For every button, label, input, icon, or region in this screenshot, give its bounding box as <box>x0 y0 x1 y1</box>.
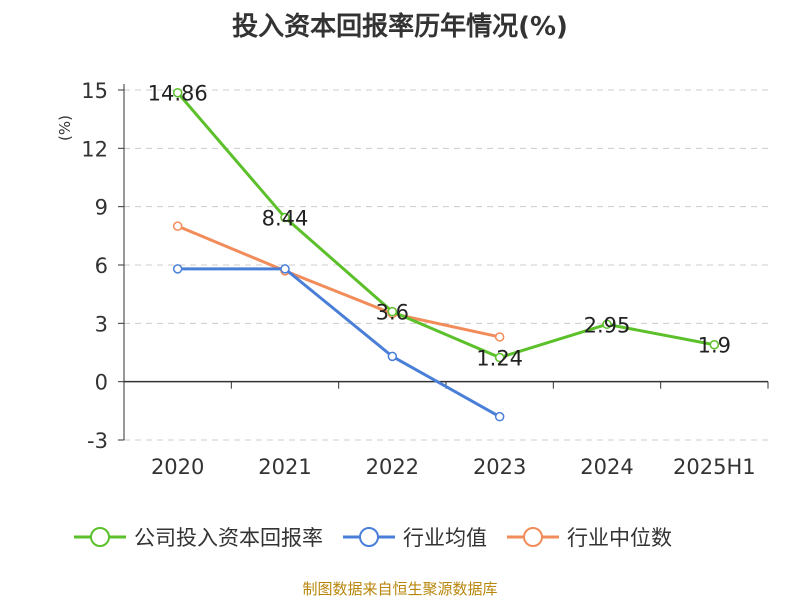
legend-marker <box>359 527 379 547</box>
x-tick-label: 2025H1 <box>673 455 756 479</box>
data-label: 1.9 <box>698 334 731 358</box>
data-label: 14.86 <box>148 82 208 106</box>
data-point <box>280 264 290 274</box>
data-label: 1.24 <box>476 347 523 371</box>
series-line <box>177 267 501 418</box>
data-point <box>172 264 183 274</box>
y-tick-label: -3 <box>87 429 108 453</box>
y-axis-label: (%) <box>56 115 74 141</box>
data-point <box>172 87 183 98</box>
source-note: 制图数据来自恒生聚源数据库 <box>302 580 498 598</box>
data-point <box>387 306 398 317</box>
y-tick-label: 9 <box>95 196 108 220</box>
data-point <box>280 212 290 223</box>
legend-label: 公司投入资本回报率 <box>134 526 323 550</box>
data-label: 8.44 <box>262 207 309 231</box>
legend-marker <box>90 527 110 547</box>
x-tick-label: 2022 <box>366 455 419 479</box>
y-tick-label: 6 <box>95 254 108 278</box>
data-label: 3.6 <box>376 301 409 325</box>
x-tick-label: 2024 <box>580 455 633 479</box>
legend-label: 行业中位数 <box>567 526 672 550</box>
legend-label: 行业均值 <box>403 526 487 550</box>
x-tick-label: 2021 <box>258 455 311 479</box>
data-point <box>494 332 505 342</box>
x-tick-label: 2020 <box>151 455 204 479</box>
y-tick-label: 0 <box>95 371 108 395</box>
data-point <box>494 352 505 363</box>
data-point <box>387 351 398 362</box>
y-tick-label: 3 <box>95 312 108 336</box>
data-label: 2.95 <box>584 313 631 337</box>
data-point <box>602 319 612 330</box>
x-tick-label: 2023 <box>473 455 526 479</box>
data-point <box>494 411 505 422</box>
data-point <box>172 221 183 231</box>
data-point <box>709 339 720 350</box>
series-line <box>177 224 500 339</box>
y-tick-label: 12 <box>81 137 108 161</box>
series-line <box>176 91 715 360</box>
legend-marker <box>523 527 543 547</box>
chart-title: 投入资本回报率历年情况(%) <box>232 12 568 42</box>
y-tick-label: 15 <box>81 79 108 103</box>
